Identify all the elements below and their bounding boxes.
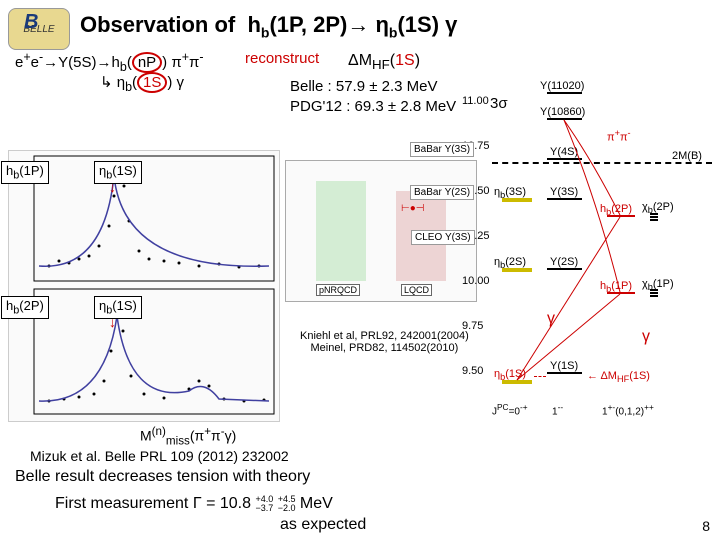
level-diagram: 11.00 10.75 10.50 10.25 10.00 9.75 9.50 …	[492, 80, 712, 420]
dmhf-1s: 1S	[395, 52, 415, 69]
gamma-err2: +4.5−2.0	[278, 495, 296, 513]
gamma-text: First measurement Γ = 10.8	[55, 495, 255, 512]
left-charts: hb(1P) ηb(1S) ↓ hb(2P) ηb(1S) ↓	[8, 150, 280, 422]
pnrqcd-label: pNRQCD	[316, 284, 360, 296]
jpc-mid: 1--	[552, 402, 563, 417]
ytick-5: 9.75	[462, 320, 483, 332]
mizuk-ref: Mizuk et al. Belle PRL 109 (2012) 232002	[30, 448, 289, 464]
as-expected: as expected	[280, 516, 366, 534]
hb2p-label: hb(2P)	[1, 296, 49, 319]
belle-value: Belle : 57.9 ± 2.3 MeV	[290, 78, 437, 95]
ytick-6: 9.50	[462, 365, 483, 377]
babar3s-box: BaBar Υ(3S)	[410, 142, 474, 157]
pnrqcd-band	[316, 181, 366, 281]
reconstruct-label: reconstruct	[245, 50, 319, 67]
theory-refs: Kniehl et al, PRL92, 242001(2004) Meinel…	[300, 330, 469, 354]
xaxis-label: M(n)miss(π+π-γ)	[140, 425, 236, 447]
pdg-value: PDG'12 : 69.3 ± 2.8 MeV	[290, 98, 456, 115]
hb1p-label: hb(1P)	[1, 161, 49, 184]
belle-result-text: Belle result decreases tension with theo…	[15, 468, 310, 486]
babar2s-box: BaBar Υ(2S)	[410, 185, 474, 200]
np-circle: nP	[132, 52, 162, 73]
gamma-unit: MeV	[295, 495, 332, 512]
gamma-err1: +4.0−3.7	[255, 495, 273, 513]
gamma-2: γ	[642, 328, 650, 346]
etab1s-label-2: ηb(1S)	[94, 296, 142, 319]
decay-chain-1: e+e-→Υ(5S)→hb(nP) π+π-	[15, 50, 204, 74]
lqcd-label: LQCD	[401, 284, 432, 296]
meinel-ref: Meinel, PRD82, 114502(2010)	[311, 342, 459, 354]
1s-circle: 1S	[137, 72, 167, 93]
peak-arrow-1: ↓	[109, 179, 116, 195]
peak-arrow-2: ↓	[109, 314, 116, 330]
transition-arrows	[492, 80, 712, 420]
ytick-0: 11.00	[462, 95, 489, 107]
dmhf-label: ΔMHF(1S)	[348, 52, 420, 72]
chart-svg	[9, 151, 279, 421]
etab1s-label-1: ηb(1S)	[94, 161, 142, 184]
cleo3s-box: CLEO Υ(3S)	[411, 230, 475, 245]
logo-text: BELLE	[23, 24, 54, 35]
slide-title: Observation of hb(1P, 2P)→ ηb(1S) γ	[80, 12, 457, 40]
ytick-4: 10.00	[462, 275, 490, 287]
decay-chain-2: ↳ ηb(1S) γ	[100, 72, 184, 94]
belle-logo: BELLE	[8, 8, 70, 50]
page-number: 8	[702, 518, 710, 534]
gamma-1: γ	[547, 310, 555, 328]
jpc-left: JPC=0-+	[492, 402, 528, 417]
lqcd-point: ⊢●⊣	[401, 203, 424, 214]
jpc-right: 1+-(0,1,2)++	[602, 402, 654, 417]
kniehl-ref: Kniehl et al, PRL92, 242001(2004)	[300, 330, 469, 342]
gamma-measurement: First measurement Γ = 10.8 +4.0−3.7 +4.5…	[55, 495, 333, 513]
